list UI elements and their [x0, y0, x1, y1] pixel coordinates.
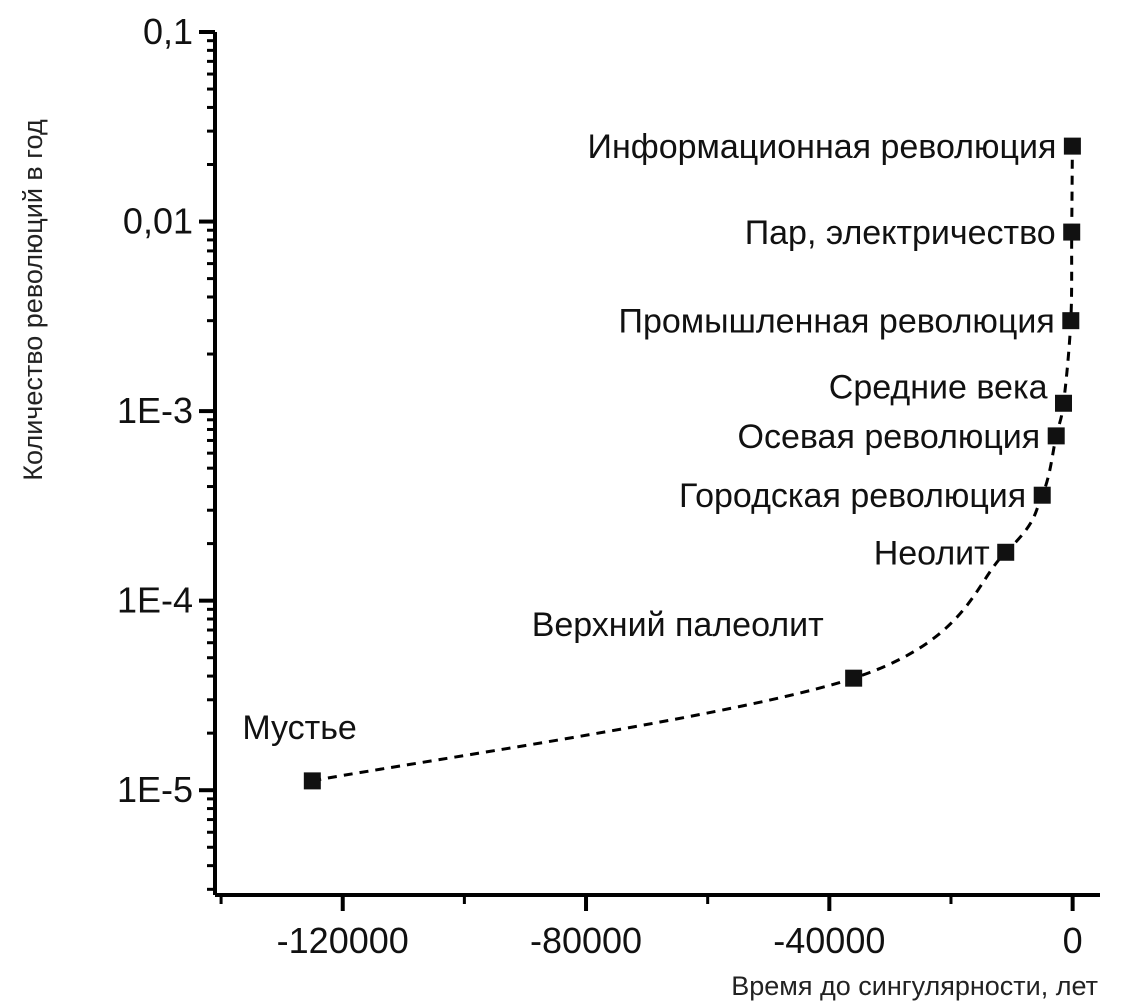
y-tick-label: 0,01	[123, 201, 193, 242]
data-point	[1063, 137, 1081, 155]
x-tick-label: -40000	[773, 920, 885, 961]
point-label: Верхний палеолит	[532, 606, 824, 644]
data-point	[1063, 223, 1081, 241]
axes: 0,1 0,01 1E-3 1E-4 1E-5 -120000 -80000 -40000 0	[117, 11, 1100, 961]
x-tick-label: -80000	[530, 920, 642, 961]
data-point	[1062, 312, 1080, 330]
point-label: Информационная революция	[588, 128, 1057, 166]
data-points	[303, 137, 1081, 790]
data-point	[845, 669, 863, 687]
y-tick-label: 1E-4	[117, 580, 193, 621]
y-tick-label: 0,1	[143, 11, 193, 52]
data-point	[1055, 394, 1073, 412]
point-label: Городская революция	[679, 477, 1026, 515]
data-point	[997, 543, 1015, 561]
y-tick-label: 1E-5	[117, 769, 193, 810]
x-ticks: -120000 -80000 -40000 0	[219, 895, 1083, 961]
y-tick-label: 1E-3	[117, 390, 193, 431]
data-point	[1047, 427, 1065, 445]
point-labels: Мустье Верхний палеолит Неолит Городская ре…	[242, 128, 1056, 747]
y-axis-title: Количество революций в год	[18, 119, 48, 481]
point-label: Неолит	[874, 534, 990, 572]
point-label: Пар, электричество	[745, 214, 1056, 252]
data-point	[303, 772, 321, 790]
point-label: Средние века	[829, 368, 1048, 406]
x-tick-label: 0	[1063, 920, 1083, 961]
x-tick-label: -120000	[277, 920, 409, 961]
y-ticks: 0,1 0,01 1E-3 1E-4 1E-5	[117, 11, 215, 891]
data-point	[1033, 486, 1051, 504]
point-label: Промышленная революция	[619, 303, 1055, 341]
point-label: Осевая революция	[738, 418, 1041, 456]
x-axis-title: Время до сингулярности, лет	[731, 971, 1098, 1001]
point-label: Мустье	[242, 709, 357, 747]
